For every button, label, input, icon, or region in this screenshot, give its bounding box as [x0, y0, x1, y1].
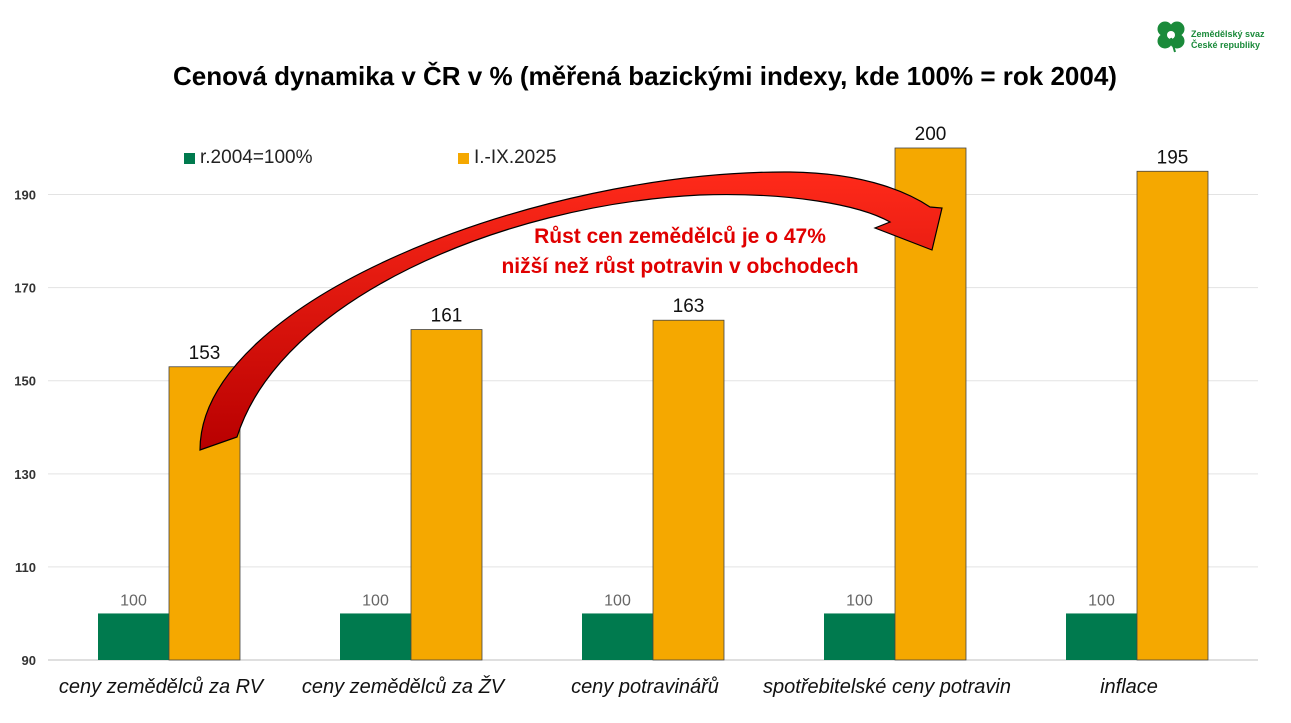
- data-label: 100: [362, 592, 389, 609]
- category-label: spotřebitelské ceny potravin: [763, 676, 1011, 698]
- legend-label-2: I.-IX.2025: [474, 147, 557, 168]
- bar-baseline: [340, 613, 411, 660]
- data-label: 161: [431, 306, 463, 327]
- legend-item-2: I.-IX.2025: [458, 146, 556, 170]
- chart-title: Cenová dynamika v ČR v % (měřená bazický…: [173, 61, 1117, 91]
- y-tick-label: 190: [14, 188, 36, 203]
- legend-item-1: r.2004=100%: [184, 146, 313, 170]
- legend-label-1: r.2004=100%: [200, 147, 313, 168]
- bar-baseline: [1066, 613, 1137, 660]
- clover-logo-icon: [1157, 21, 1185, 53]
- bar-current: [410, 329, 483, 661]
- y-tick-label: 170: [14, 281, 36, 296]
- data-label: 153: [189, 343, 221, 364]
- logo-line-1: Zemědělský svaz: [1191, 29, 1265, 39]
- bar-layer: [98, 147, 1209, 661]
- legend-swatch-1: [184, 152, 195, 164]
- curved-arrow-icon: [199, 171, 943, 451]
- label-layer: 90 110 130 150 170 190 100 153 ceny zemědělců za…: [14, 124, 1188, 698]
- data-label: 200: [915, 124, 947, 145]
- bar-current: [1136, 170, 1209, 661]
- data-label: 100: [120, 592, 147, 609]
- data-label: 100: [604, 592, 631, 609]
- category-label: ceny zemědělců za RV: [59, 676, 265, 698]
- y-tick-label: 150: [14, 374, 36, 389]
- bar-current: [652, 319, 725, 661]
- data-label: 100: [846, 592, 873, 609]
- arrow-layer: [199, 171, 943, 451]
- category-label: inflace: [1100, 676, 1158, 698]
- bar-baseline: [582, 613, 653, 660]
- legend-swatch-2: [458, 152, 469, 164]
- data-label: 163: [673, 296, 705, 317]
- annotation-line-2: nižší než růst potravin v obchodech: [501, 255, 859, 278]
- logo-text: Zemědělský svaz České republiky: [1191, 29, 1265, 51]
- y-tick-label: 130: [14, 467, 36, 482]
- category-label: ceny zemědělců za ŽV: [302, 675, 506, 698]
- data-label: 100: [1088, 592, 1115, 609]
- y-tick-label: 110: [15, 560, 36, 575]
- logo: Zemědělský svaz České republiky: [1153, 18, 1283, 58]
- bar-baseline: [824, 613, 895, 660]
- bar-baseline: [98, 613, 169, 660]
- y-tick-label: 90: [22, 653, 36, 668]
- category-label: ceny potravinářů: [571, 676, 719, 698]
- logo-line-2: České republiky: [1191, 40, 1261, 50]
- data-label: 195: [1157, 147, 1189, 168]
- annotation-line-1: Růst cen zemědělců je o 47%: [534, 225, 826, 248]
- annotation-text: Růst cen zemědělců je o 47% nižší než rů…: [430, 222, 930, 282]
